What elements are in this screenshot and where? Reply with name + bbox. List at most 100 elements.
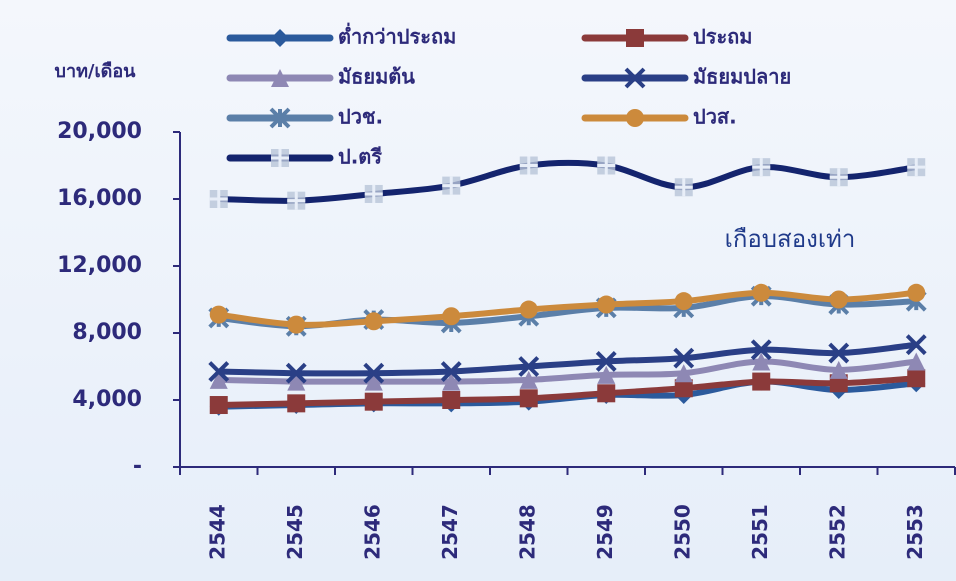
- x-tick-label: 2544: [205, 504, 229, 560]
- marker-part: [597, 365, 616, 384]
- legend-label: ปวส.: [693, 105, 737, 129]
- marker: [271, 149, 289, 167]
- marker: [364, 184, 383, 203]
- marker: [597, 384, 616, 403]
- marker-part: [624, 67, 646, 89]
- x-tick-label: 2553: [903, 504, 927, 560]
- series-line: [218, 159, 917, 204]
- marker: [674, 379, 693, 398]
- marker-part: [597, 384, 616, 403]
- marker: [626, 109, 644, 127]
- x-tick-label: 2546: [360, 504, 384, 560]
- x-tick-label: 2551: [748, 504, 772, 560]
- legend-label: มัธยมปลาย: [693, 65, 791, 89]
- marker-part: [518, 356, 540, 377]
- y-tick-label: 16,000: [57, 186, 142, 211]
- marker: [287, 394, 306, 413]
- marker: [905, 334, 927, 356]
- marker: [271, 29, 289, 47]
- marker: [752, 372, 771, 391]
- x-tick-label: 2550: [670, 504, 694, 560]
- marker: [208, 361, 230, 382]
- marker-part: [907, 283, 926, 302]
- marker-part: [752, 352, 771, 371]
- y-axis-label: บาท/เดือน: [55, 61, 137, 82]
- marker: [752, 158, 771, 177]
- marker-part: [269, 107, 291, 129]
- marker: [828, 342, 850, 364]
- marker: [597, 295, 616, 314]
- series-line: [218, 289, 917, 328]
- y-tick-label: -: [133, 454, 142, 479]
- series-line: [218, 375, 917, 409]
- annotation: เกือบสองเท่า: [725, 225, 856, 253]
- marker: [287, 191, 306, 210]
- marker-part: [442, 307, 461, 326]
- marker-part: [829, 360, 848, 379]
- marker: [674, 364, 693, 383]
- marker-part: [595, 351, 617, 372]
- marker-part: [907, 158, 926, 177]
- marker-part: [829, 168, 848, 187]
- marker-part: [519, 389, 538, 408]
- marker: [829, 290, 848, 309]
- marker: [829, 360, 848, 379]
- marker: [597, 365, 616, 384]
- marker: [442, 176, 461, 195]
- marker-part: [209, 305, 228, 324]
- marker-part: [626, 29, 644, 47]
- legend-label: มัธยมต้น: [338, 65, 415, 89]
- legend-label: ต่ำกว่าประถม: [338, 22, 456, 49]
- marker-part: [674, 364, 693, 383]
- legend-label: ป.ตรี: [338, 145, 382, 169]
- marker: [907, 158, 926, 177]
- marker-part: [208, 361, 230, 382]
- marker: [519, 370, 538, 389]
- marker-part: [209, 370, 228, 389]
- marker-part: [907, 369, 926, 388]
- marker: [519, 300, 538, 319]
- marker: [829, 168, 848, 187]
- marker-part: [752, 372, 771, 391]
- marker-part: [750, 339, 772, 361]
- marker-part: [364, 184, 383, 203]
- marker-part: [271, 29, 289, 47]
- marker: [674, 178, 693, 197]
- marker-part: [287, 315, 306, 334]
- marker-part: [442, 176, 461, 195]
- marker-part: [626, 109, 644, 127]
- marker: [364, 372, 383, 391]
- marker-part: [285, 362, 307, 384]
- marker: [287, 315, 306, 334]
- y-tick-label: 4,000: [72, 387, 142, 412]
- marker-part: [363, 362, 385, 384]
- marker-part: [519, 370, 538, 389]
- marker-part: [752, 283, 771, 302]
- marker: [271, 69, 289, 87]
- marker: [285, 362, 307, 384]
- marker-part: [287, 191, 306, 210]
- marker: [752, 352, 771, 371]
- marker: [597, 156, 616, 175]
- marker: [363, 362, 385, 384]
- marker: [287, 372, 306, 391]
- x-tick-label: 2549: [593, 504, 617, 560]
- marker-part: [271, 149, 289, 167]
- marker: [209, 396, 228, 415]
- marker-part: [209, 190, 228, 208]
- x-tick-label: 2545: [283, 504, 307, 560]
- marker-part: [828, 342, 850, 364]
- series-line: [218, 341, 917, 377]
- marker: [750, 339, 772, 361]
- marker-part: [905, 334, 927, 356]
- marker: [752, 283, 771, 302]
- x-tick-label: 2547: [438, 504, 462, 560]
- marker-part: [209, 396, 228, 415]
- legend-label: ประถม: [693, 25, 752, 49]
- marker-part: [364, 372, 383, 391]
- marker-part: [907, 352, 926, 371]
- marker: [519, 156, 538, 175]
- marker-part: [674, 292, 693, 311]
- marker-part: [442, 391, 461, 409]
